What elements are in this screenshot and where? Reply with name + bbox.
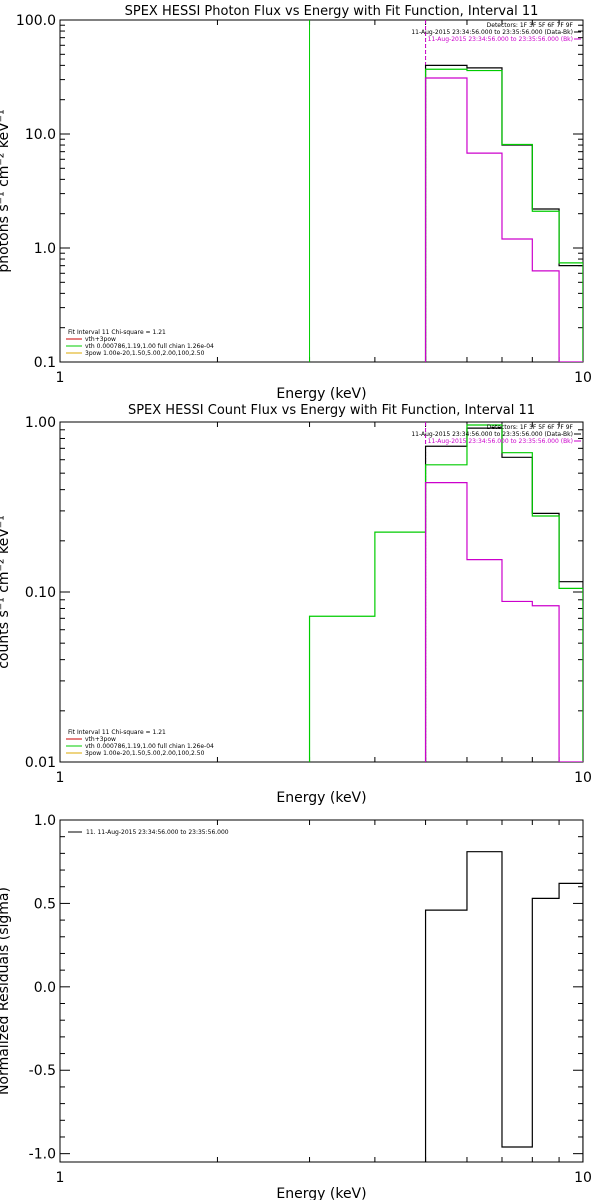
legend-entry: 3pow 1.00e-20,1.50,5.00,2.00,100,2.50: [85, 350, 205, 357]
header-line: 11-Aug-2015 23:34:56.000 to 23:35:56.000…: [411, 29, 573, 36]
header-line: 11-Aug-2015 23:34:56.000 to 23:35:56.000…: [428, 36, 573, 43]
legend-entry: Fit Interval 11 Chi-square = 1.21: [68, 329, 166, 336]
y-axis-label: photons s⁻¹ cm⁻² keV⁻¹: [0, 109, 12, 272]
legend-entry: 11. 11-Aug-2015 23:34:56.000 to 23:35:56…: [86, 829, 229, 836]
y-ticks: [60, 819, 583, 1155]
y-tick-label: 1.0: [34, 813, 56, 829]
y-tick-label: 0.0: [34, 980, 56, 996]
legend-entry: vth 0.000786,1.19,1.00 full chian 1.26e-…: [85, 343, 214, 350]
y-ticks: [60, 24, 583, 363]
series-fit: [424, 68, 583, 362]
header-line: 11-Aug-2015 23:34:56.000 to 23:35:56.000…: [411, 431, 573, 438]
data-layer: [308, 422, 583, 762]
x-axis-label: Energy (keV): [276, 790, 366, 806]
legend-entry: Fit Interval 11 Chi-square = 1.21: [68, 729, 166, 736]
series-bk: [424, 77, 583, 362]
y-tick-label: -0.5: [29, 1063, 56, 1079]
y-tick-label: 0.1: [34, 355, 56, 371]
x-tick-label: 10: [574, 1170, 592, 1186]
x-tick-label: 10: [574, 770, 592, 786]
header-line: Detectors: 1F 3F 5F 6F 7F 9F: [487, 424, 574, 431]
series-residuals: [424, 851, 583, 1162]
y-tick-label: 0.01: [25, 755, 56, 771]
series-data-bk: [424, 64, 583, 362]
x-tick-label: 10: [574, 370, 592, 386]
y-tick-label: 10.0: [25, 127, 56, 143]
x-axis-label: Energy (keV): [276, 1186, 366, 1200]
series-fit: [308, 424, 583, 762]
plot-frame: [59, 819, 584, 1163]
y-tick-label: 0.10: [25, 585, 56, 601]
y-tick-label: 1.00: [25, 415, 56, 431]
x-axis-label: Energy (keV): [276, 386, 366, 402]
x-ticks: [59, 20, 584, 362]
y-axis-label: Normalized Residuals (sigma): [0, 887, 12, 1095]
y-tick-label: -1.0: [29, 1147, 56, 1163]
data-layer: [309, 20, 583, 362]
x-tick-label: 1: [56, 370, 65, 386]
header-line: Detectors: 1F 3F 5F 6F 7F 9F: [487, 22, 574, 29]
y-ticks: [60, 429, 583, 763]
y-tick-label: 0.5: [34, 896, 56, 912]
x-ticks: [59, 422, 584, 762]
residuals-panel: 1 10 1.0 0.5 0.0 -0.5 -1.0 Energy (keV) Normaliz…: [0, 813, 592, 1200]
y-tick-label: 100.0: [16, 13, 56, 29]
y-axis-label: counts s⁻¹ cm⁻² keV⁻¹: [0, 515, 12, 669]
series-bk: [424, 482, 583, 762]
legend-entry: vth+3pow: [85, 736, 116, 743]
count-flux-panel: 1 10 0.01 0.10 1.00 SPEX HESSI Count Flux vs …: [0, 403, 592, 806]
legend-entry: vth+3pow: [85, 336, 116, 343]
y-tick-label: 1.0: [34, 241, 56, 257]
legend-entry: vth 0.000786,1.19,1.00 full chian 1.26e-…: [85, 743, 214, 750]
photon-flux-panel: 1 10 0.1 1.0 10.0 100.0 SPEX HESSI Photon Flux…: [0, 4, 592, 402]
x-tick-label: 1: [56, 770, 65, 786]
data-layer: [424, 851, 583, 1162]
chart-title: SPEX HESSI Photon Flux vs Energy with Fi…: [125, 4, 539, 19]
chart-title: SPEX HESSI Count Flux vs Energy with Fit…: [128, 403, 535, 418]
x-tick-label: 1: [56, 1170, 65, 1186]
plot-frame: [59, 421, 584, 763]
header-line: 11-Aug-2015 23:34:56.000 to 23:35:56.000…: [428, 438, 573, 445]
series-data-bk: [424, 427, 583, 762]
plot-frame: [59, 19, 584, 363]
legend-entry: 3pow 1.00e-20,1.50,5.00,2.00,100,2.50: [85, 750, 205, 757]
x-ticks: [59, 820, 584, 1162]
